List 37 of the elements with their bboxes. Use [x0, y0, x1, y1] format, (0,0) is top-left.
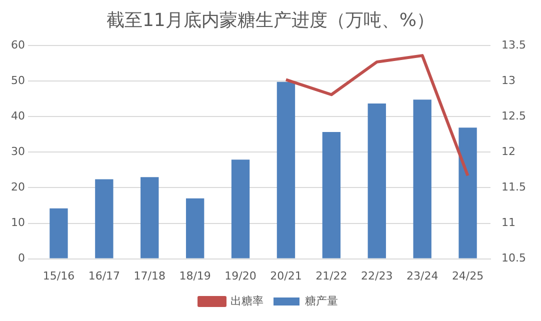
y2-tick-label: 11	[502, 216, 516, 230]
bar	[368, 104, 386, 258]
y2-tick-label: 13.5	[502, 38, 526, 52]
bar	[186, 198, 204, 258]
x-tick-label: 16/17	[88, 269, 120, 282]
y-tick-label: 50	[10, 74, 25, 87]
x-tick-label: 24/25	[452, 269, 484, 282]
legend-label: 糖产量	[305, 294, 338, 308]
x-tick-label: 21/22	[316, 269, 348, 282]
bar	[322, 132, 341, 258]
y2-tick-label: 10.5	[502, 252, 526, 265]
x-tick-label: 15/16	[42, 269, 75, 282]
x-tick-label: 19/20	[224, 269, 256, 282]
y2-tick-label: 12	[502, 145, 516, 158]
y-tick-label: 10	[10, 216, 25, 230]
y-tick-label: 30	[10, 145, 25, 158]
bar	[413, 100, 432, 258]
bar	[458, 128, 477, 258]
y2-tick-label: 12.5	[502, 110, 526, 123]
x-tick-label: 18/19	[179, 269, 211, 282]
x-tick-label: 20/21	[270, 269, 302, 282]
bar	[95, 179, 114, 258]
x-tick-label: 23/24	[406, 269, 438, 282]
y-tick-label: 0	[18, 252, 25, 265]
bar	[231, 160, 250, 258]
y2-tick-label: 13	[502, 74, 516, 87]
legend-label: 出糖率	[230, 294, 264, 308]
bar	[140, 177, 159, 258]
bar	[50, 208, 68, 258]
y-tick-label: 60	[10, 38, 25, 52]
x-tick-label: 17/18	[134, 269, 166, 282]
bar	[276, 82, 296, 258]
chart-title: 截至11月底内蒙糖生产进度（万吨、%）	[105, 9, 436, 33]
y-tick-label: 20	[10, 180, 25, 194]
y2-tick-label: 11.5	[502, 180, 526, 194]
y-tick-label: 40	[10, 110, 25, 123]
x-tick-label: 22/23	[361, 269, 393, 282]
